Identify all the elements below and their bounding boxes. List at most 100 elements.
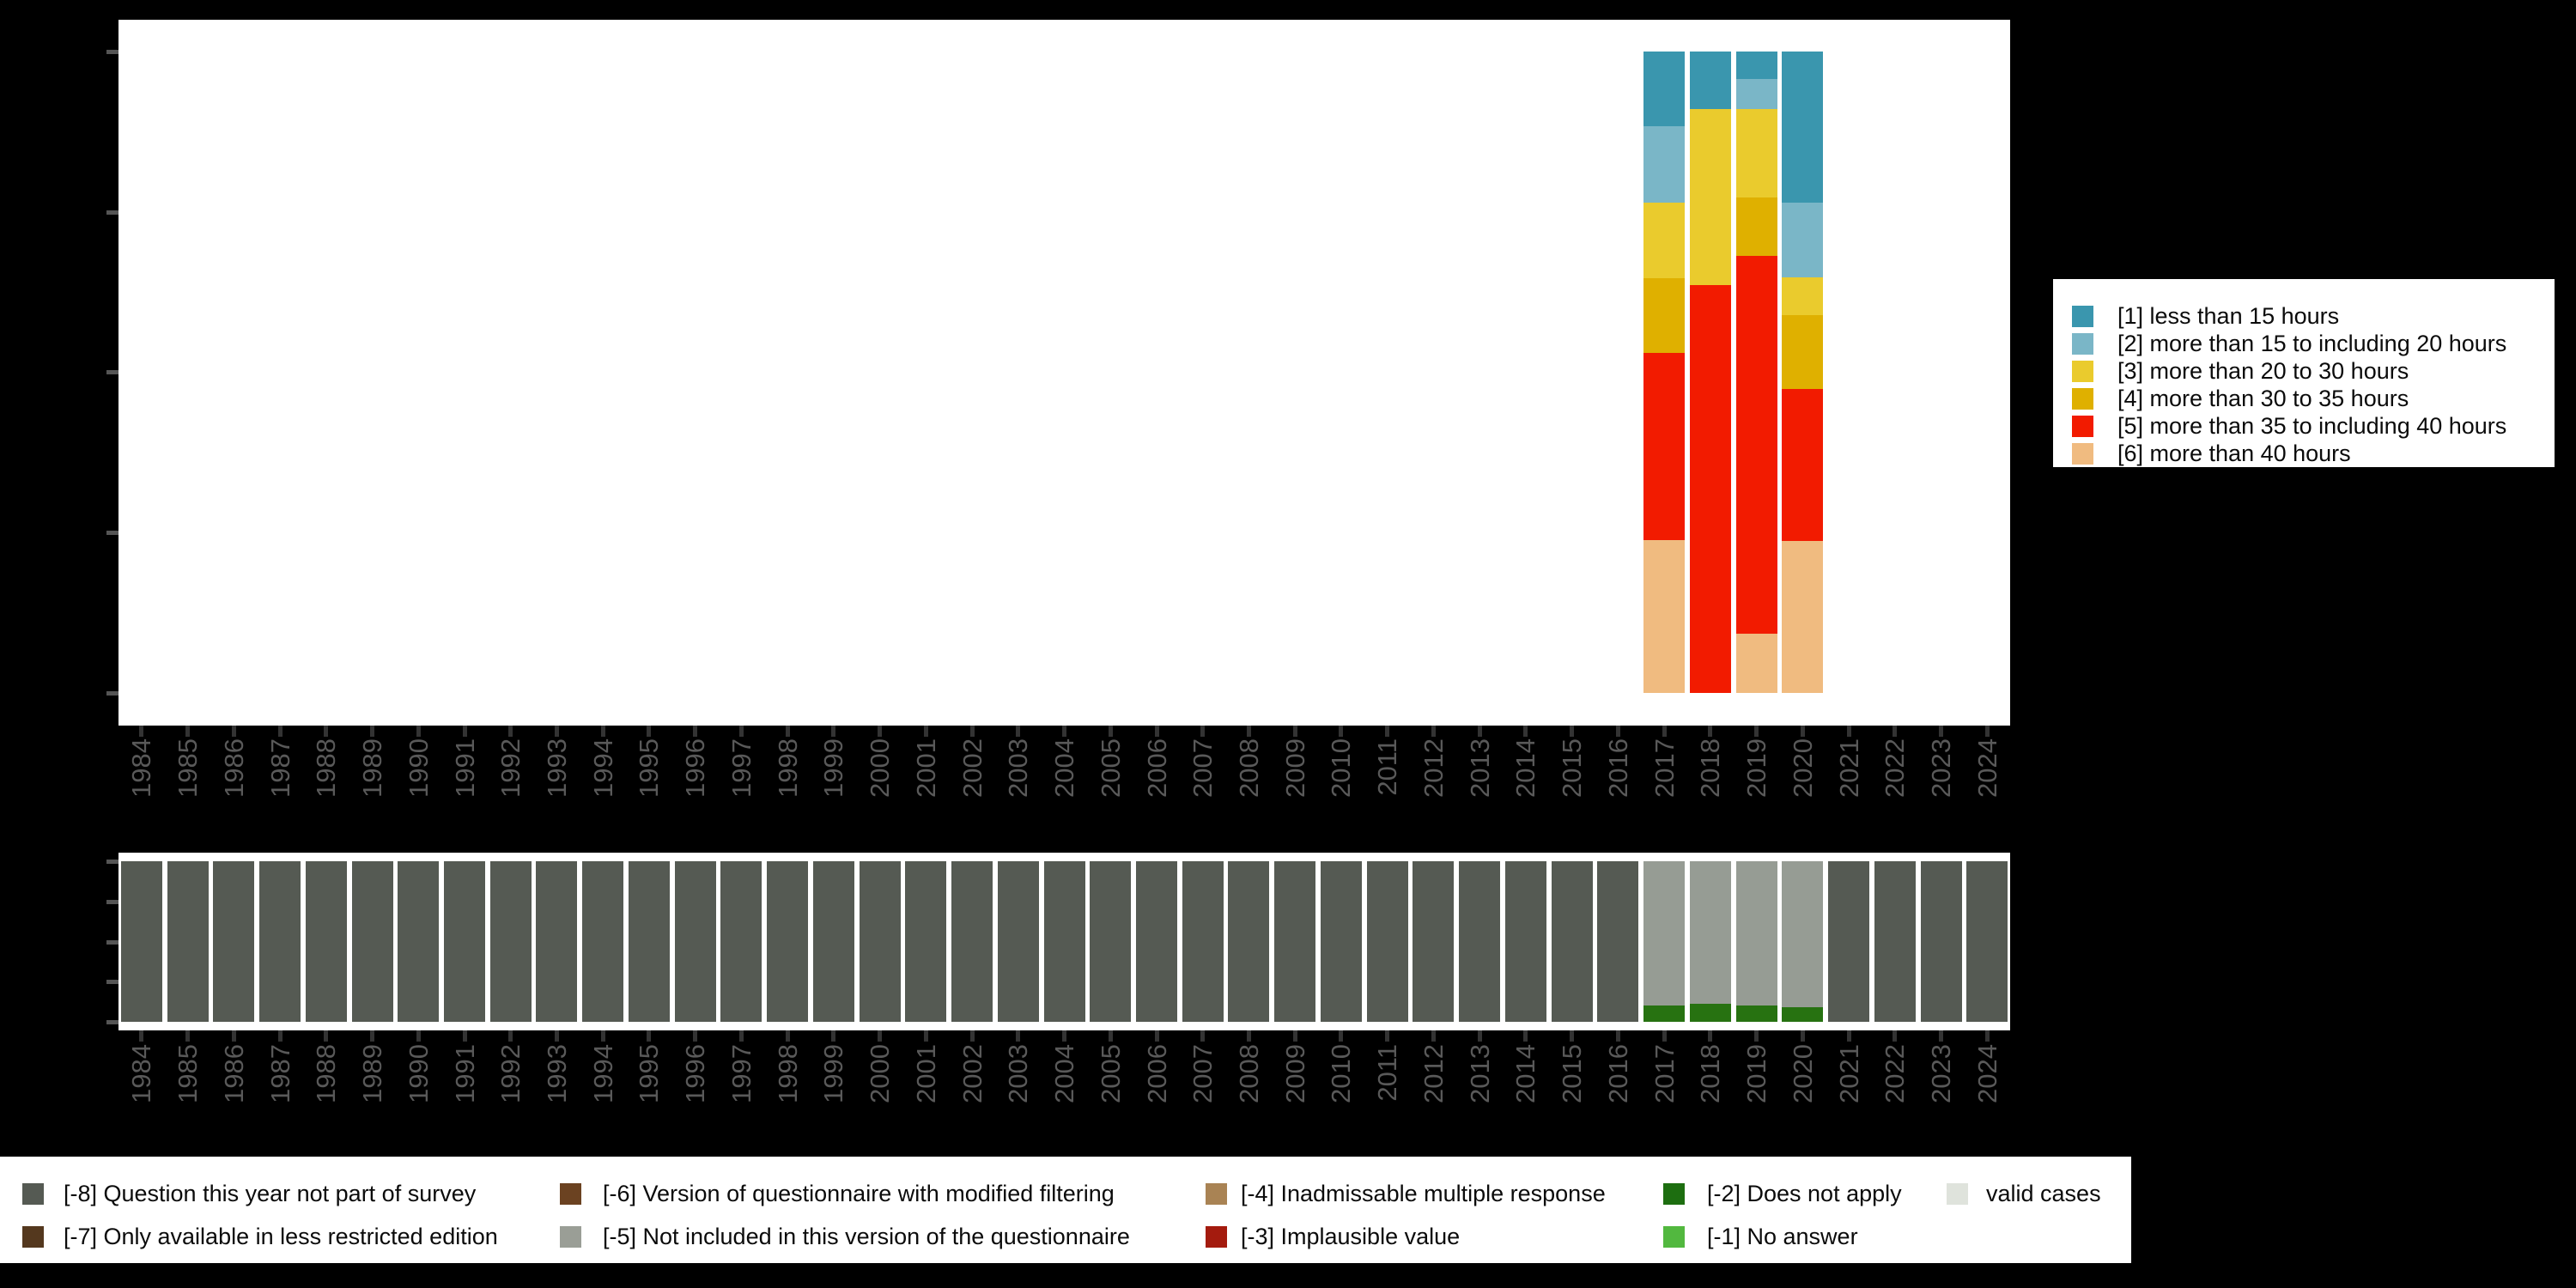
year-label: 2024 bbox=[1971, 738, 2002, 798]
missing-legend-color-swatch bbox=[1947, 1183, 1968, 1205]
x-axis-tick-mark bbox=[416, 726, 421, 737]
x-tick-slot bbox=[1964, 1030, 2010, 1042]
bar-segment bbox=[1689, 284, 1731, 693]
year-label-slot: 2001 bbox=[902, 738, 949, 829]
year-slot-1986 bbox=[210, 861, 257, 1022]
x-axis-tick-mark bbox=[1523, 726, 1528, 737]
x-tick-slot bbox=[580, 726, 626, 737]
bar-segment bbox=[1735, 52, 1777, 80]
x-axis-tick-mark bbox=[1108, 1030, 1113, 1042]
year-slot-2014 bbox=[1503, 52, 1549, 693]
x-tick-slot bbox=[1456, 1030, 1503, 1042]
x-axis-tick-mark bbox=[324, 726, 329, 737]
x-axis-tick-mark bbox=[1477, 726, 1482, 737]
bar-segment bbox=[1689, 1004, 1731, 1022]
y-axis-tick-mark bbox=[106, 50, 118, 54]
x-axis-tick-mark bbox=[1200, 726, 1206, 737]
year-slot-2021 bbox=[1826, 861, 1872, 1022]
year-label-slot: 2013 bbox=[1456, 1044, 1503, 1134]
x-axis-tick-mark bbox=[185, 726, 191, 737]
x-tick-slot bbox=[118, 726, 165, 737]
bar-segment bbox=[1043, 861, 1085, 1022]
year-slot-2015 bbox=[1549, 861, 1595, 1022]
stacked-bar-1996 bbox=[674, 861, 716, 1022]
bar-segment bbox=[1643, 353, 1686, 541]
year-slot-2017 bbox=[1641, 52, 1687, 693]
year-slot-1999 bbox=[811, 861, 857, 1022]
year-label: 1991 bbox=[449, 1044, 480, 1103]
x-tick-slot bbox=[303, 726, 349, 737]
year-label: 2001 bbox=[910, 738, 941, 798]
bar-segment bbox=[1828, 861, 1870, 1022]
year-label: 2001 bbox=[910, 1044, 941, 1103]
legend-label: [3] more than 20 to 30 hours bbox=[2117, 357, 2409, 384]
x-axis-tick-mark bbox=[1154, 1030, 1159, 1042]
x-axis-tick-mark bbox=[1292, 726, 1297, 737]
x-tick-slot bbox=[1872, 726, 1918, 737]
x-axis-tick-mark bbox=[1984, 726, 1990, 737]
distribution-bars-region bbox=[118, 52, 2010, 693]
year-label: 2008 bbox=[1233, 1044, 1264, 1103]
legend-item: [4] more than 30 to 35 hours bbox=[2072, 385, 2555, 412]
year-label-slot: 2017 bbox=[1641, 1044, 1687, 1134]
stacked-bar-2018 bbox=[1689, 52, 1731, 693]
x-axis-tick-mark bbox=[831, 1030, 836, 1042]
bar-segment bbox=[489, 861, 532, 1022]
y-axis-tick-label bbox=[0, 844, 101, 878]
x-axis-tick-mark bbox=[1523, 1030, 1528, 1042]
bar-segment bbox=[398, 861, 440, 1022]
x-tick-slot bbox=[1318, 726, 1364, 737]
year-label-slot: 1993 bbox=[534, 738, 580, 829]
x-axis-tick-mark bbox=[508, 1030, 513, 1042]
x-tick-slot bbox=[488, 1030, 534, 1042]
year-slot-1991 bbox=[441, 52, 488, 693]
x-tick-slot bbox=[1549, 1030, 1595, 1042]
year-label-slot: 1985 bbox=[165, 738, 211, 829]
bar-segment bbox=[674, 861, 716, 1022]
year-label-slot: 2016 bbox=[1595, 738, 1642, 829]
x-axis-tick-mark bbox=[1200, 1030, 1206, 1042]
missing-legend-color-swatch bbox=[1206, 1183, 1227, 1205]
year-slot-2005 bbox=[1087, 52, 1133, 693]
year-label: 2000 bbox=[865, 1044, 896, 1103]
stacked-bar-2016 bbox=[1597, 861, 1639, 1022]
bar-segment bbox=[1920, 861, 1962, 1022]
x-tick-slot bbox=[764, 726, 811, 737]
missing-legend-color-swatch bbox=[1206, 1226, 1227, 1248]
year-label: 1996 bbox=[680, 1044, 711, 1103]
year-label: 2018 bbox=[1695, 1044, 1726, 1103]
year-slot-1997 bbox=[719, 861, 765, 1022]
x-axis-tick-mark bbox=[277, 1030, 283, 1042]
x-tick-slot bbox=[210, 726, 257, 737]
bar-segment bbox=[1735, 79, 1777, 110]
stacked-bar-1992 bbox=[490, 52, 532, 693]
stacked-bar-2011 bbox=[1366, 861, 1408, 1022]
x-axis-tick-mark bbox=[1754, 726, 1759, 737]
year-label: 1992 bbox=[495, 1044, 526, 1103]
year-label: 1986 bbox=[218, 1044, 249, 1103]
year-label: 2021 bbox=[1833, 1044, 1864, 1103]
x-axis-tick-mark bbox=[878, 726, 883, 737]
stacked-bar-2014 bbox=[1505, 52, 1546, 693]
x-tick-slot bbox=[165, 726, 211, 737]
x-axis-tick-mark bbox=[923, 1030, 928, 1042]
bar-segment bbox=[213, 861, 255, 1022]
x-tick-slot bbox=[534, 726, 580, 737]
stacked-bar-2019 bbox=[1735, 52, 1777, 693]
year-label-slot: 2000 bbox=[857, 738, 903, 829]
year-slot-1996 bbox=[672, 861, 719, 1022]
year-label: 1995 bbox=[634, 1044, 665, 1103]
year-label-slot: 2006 bbox=[1133, 1044, 1180, 1134]
x-axis-tick-mark bbox=[785, 1030, 790, 1042]
year-slot-1994 bbox=[580, 861, 626, 1022]
stacked-bar-1998 bbox=[767, 861, 809, 1022]
x-axis-tick-mark bbox=[647, 1030, 652, 1042]
bar-segment bbox=[1643, 125, 1686, 203]
legend-item: [2] more than 15 to including 20 hours bbox=[2072, 330, 2555, 357]
x-axis-tick-mark bbox=[1062, 1030, 1067, 1042]
year-label-slot: 2018 bbox=[1687, 738, 1734, 829]
x-tick-slot bbox=[1456, 726, 1503, 737]
bar-segment bbox=[1735, 634, 1777, 693]
stacked-bar-2004 bbox=[1043, 861, 1085, 1022]
year-label-slot: 2010 bbox=[1318, 1044, 1364, 1134]
